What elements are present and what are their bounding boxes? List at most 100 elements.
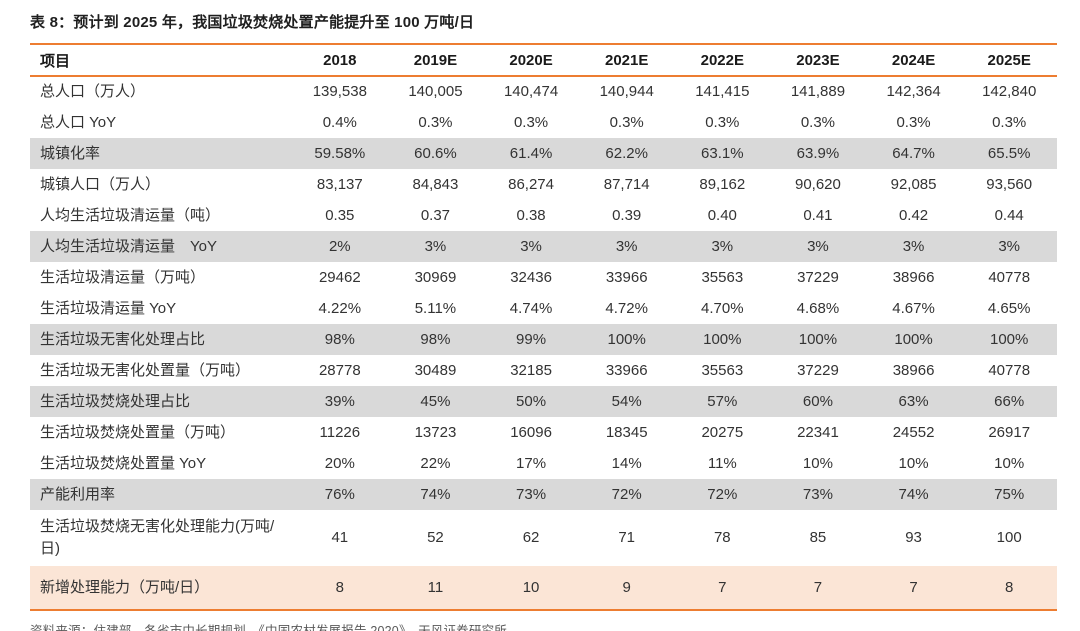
table-bottom-rule <box>30 609 1057 611</box>
row-label: 生活垃圾焚烧无害化处理能力(万吨/日) <box>40 518 275 557</box>
cell-value: 11226 <box>319 423 361 441</box>
row-label: 生活垃圾无害化处理占比 <box>40 330 206 348</box>
cell-value: 32185 <box>510 361 552 379</box>
cell-value: 39% <box>324 392 355 410</box>
cell-value: 0.3% <box>800 113 836 131</box>
cell-value: 0.41 <box>803 206 833 224</box>
header-row: 项目 2018 2019E 2020E 2021E 2022E 2023E 2024E 2025… <box>30 44 1057 77</box>
cell-value: 100% <box>703 330 742 348</box>
cell-value: 0.40 <box>707 206 737 224</box>
cell-value: 20275 <box>701 423 744 441</box>
cell-value: 71 <box>618 529 636 547</box>
cell-value: 3% <box>807 237 829 255</box>
cell-value: 0.44 <box>994 206 1024 224</box>
cell-value: 78 <box>713 529 731 547</box>
cell-value: 4.68% <box>796 299 840 317</box>
cell-value: 33966 <box>605 361 648 379</box>
cell-value: 37229 <box>797 361 839 379</box>
cell-value: 92,085 <box>890 175 937 193</box>
cell-value: 40778 <box>988 268 1031 286</box>
cell-value: 26917 <box>988 423 1031 441</box>
cell-value: 100 <box>996 529 1022 547</box>
cell-value: 30489 <box>414 361 457 379</box>
cell-value: 59.58% <box>314 144 366 162</box>
cell-value: 7 <box>718 578 727 596</box>
cell-value: 16096 <box>510 423 552 441</box>
row-label: 人均生活垃圾清运量 YoY <box>40 237 217 255</box>
cell-value: 62.2% <box>605 144 648 162</box>
row-label: 城镇化率 <box>40 144 101 162</box>
row-label: 生活垃圾焚烧处置量 YoY <box>40 454 207 472</box>
cell-value: 57% <box>707 392 738 410</box>
cell-value: 8 <box>335 578 344 596</box>
column-header-year: 2024E <box>865 44 962 77</box>
cell-value: 10% <box>994 454 1025 472</box>
cell-value: 99% <box>516 330 547 348</box>
column-header-year: 2018 <box>292 44 388 77</box>
cell-value: 87,714 <box>603 175 650 193</box>
table-row: 生活垃圾无害化处置量（万吨） 28778 30489 32185 33966 35563 3… <box>30 355 1057 386</box>
cell-value: 63% <box>898 392 929 410</box>
cell-value: 29462 <box>318 268 361 286</box>
table-row: 生活垃圾焚烧处理占比 39% 45% 50% 54% 57% 60% 63% 66% <box>30 386 1057 417</box>
cell-value: 73% <box>516 485 547 503</box>
cell-value: 0.35 <box>325 206 355 224</box>
cell-value: 0.39 <box>612 206 642 224</box>
cell-value: 10% <box>802 454 833 472</box>
cell-value: 93,560 <box>986 175 1033 193</box>
cell-value: 93 <box>905 529 922 547</box>
cell-value: 4.70% <box>701 299 744 317</box>
cell-value: 3% <box>615 237 638 255</box>
cell-value: 3% <box>998 237 1021 255</box>
cell-value: 5.11% <box>414 299 457 317</box>
cell-value: 7 <box>909 578 918 596</box>
cell-value: 17% <box>516 454 547 472</box>
column-header-year: 2021E <box>578 44 675 77</box>
cell-value: 73% <box>802 485 833 503</box>
cell-value: 100% <box>798 330 838 348</box>
cell-value: 75% <box>994 485 1025 503</box>
cell-value: 38966 <box>892 268 935 286</box>
cell-value: 139,538 <box>312 83 367 101</box>
cell-value: 50% <box>516 392 547 410</box>
row-label: 新增处理能力（万吨/日） <box>40 578 210 596</box>
cell-value: 11 <box>427 578 444 596</box>
cell-value: 52 <box>427 529 444 547</box>
column-header-year: 2023E <box>770 44 866 77</box>
cell-value: 10 <box>522 578 540 596</box>
table-row: 新增处理能力（万吨/日） 8 11 10 9 7 7 7 8 <box>30 566 1057 609</box>
cell-value: 0.3% <box>609 113 644 131</box>
column-header-year: 2019E <box>387 44 484 77</box>
cell-value: 0.3% <box>418 113 453 131</box>
table-row: 生活垃圾清运量（万吨） 29462 30969 32436 33966 35563 3722… <box>30 262 1057 293</box>
table-row: 人均生活垃圾清运量（吨） 0.35 0.37 0.38 0.39 0.40 0.41 0.42… <box>30 200 1057 231</box>
cell-value: 40778 <box>988 361 1031 379</box>
cell-value: 0.3% <box>513 113 549 131</box>
cell-value: 8 <box>1005 578 1014 596</box>
cell-value: 3% <box>711 237 734 255</box>
row-label: 生活垃圾清运量 YoY <box>40 299 177 317</box>
column-header-label: 项目 <box>30 44 292 77</box>
cell-value: 13723 <box>414 423 457 441</box>
cell-value: 22341 <box>797 423 839 441</box>
cell-value: 3% <box>424 237 447 255</box>
cell-value: 7 <box>813 578 823 596</box>
table-title: 表 8：预计到 2025 年，我国垃圾焚烧处置产能提升至 100 万吨/日 <box>30 14 475 31</box>
cell-value: 72% <box>707 485 738 503</box>
row-label: 生活垃圾焚烧处理占比 <box>40 392 191 410</box>
cell-value: 45% <box>420 392 451 410</box>
cell-value: 0.4% <box>322 113 357 131</box>
cell-value: 14% <box>611 454 642 472</box>
cell-value: 140,474 <box>503 83 559 101</box>
cell-value: 74% <box>420 485 451 503</box>
cell-value: 84,843 <box>412 175 459 193</box>
cell-value: 32436 <box>510 268 552 286</box>
cell-value: 4.72% <box>605 299 648 317</box>
cell-value: 22% <box>420 454 451 472</box>
cell-value: 41 <box>331 529 349 547</box>
cell-value: 18345 <box>605 423 648 441</box>
cell-value: 89,162 <box>699 175 746 193</box>
cell-value: 3% <box>520 237 542 255</box>
cell-value: 28778 <box>318 361 361 379</box>
